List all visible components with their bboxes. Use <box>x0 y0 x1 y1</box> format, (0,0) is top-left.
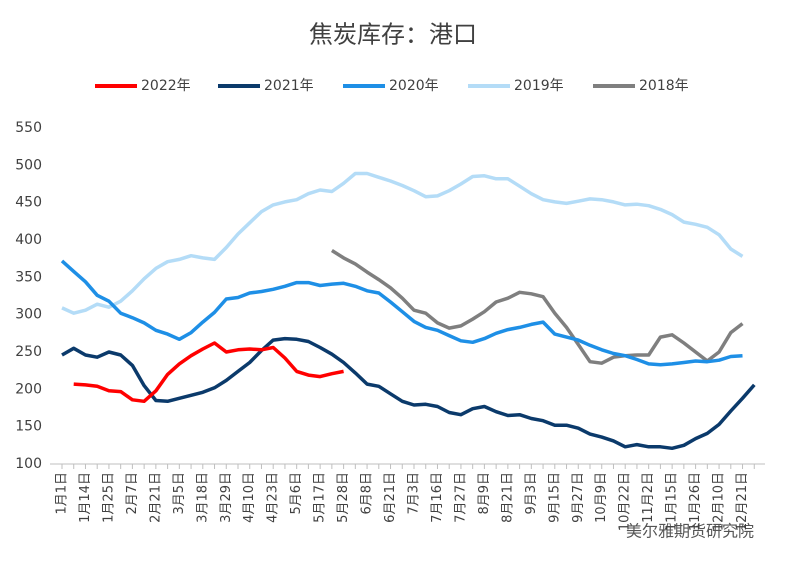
x-tick-label: 1月14日 <box>78 472 93 523</box>
series-line <box>330 249 744 365</box>
x-tick-label: 11月2日 <box>641 472 656 523</box>
x-tick-label: 3月29日 <box>219 472 234 523</box>
series-line <box>60 259 743 367</box>
x-tick-label: 2月21日 <box>148 472 163 523</box>
x-tick-label: 12月10日 <box>712 472 727 531</box>
legend-label: 2021年 <box>264 78 314 94</box>
x-tick-label: 5月28日 <box>336 472 351 523</box>
series-line <box>73 341 344 404</box>
x-tick-label: 7月16日 <box>430 472 445 523</box>
x-tick-label: 6月8日 <box>360 472 375 515</box>
y-tick-label: 250 <box>15 344 42 360</box>
x-tick-label: 6月21日 <box>383 472 398 523</box>
series-line <box>61 171 744 315</box>
y-tick-label: 350 <box>15 269 42 285</box>
y-tick-label: 450 <box>15 195 42 211</box>
x-tick-label: 8月9日 <box>477 472 492 515</box>
chart-title: 焦炭库存：港口 <box>309 21 477 49</box>
legend-label: 2018年 <box>639 78 689 94</box>
x-tick-label: 4月23日 <box>266 472 281 523</box>
y-tick-label: 150 <box>15 419 42 435</box>
watermark: 美尔雅期货研究院 <box>626 522 754 541</box>
y-tick-label: 500 <box>15 157 42 173</box>
x-tick-label: 4月10日 <box>242 472 257 523</box>
x-tick-label: 10月22日 <box>618 472 633 531</box>
series-line <box>61 336 756 451</box>
x-tick-label: 8月21日 <box>500 472 515 523</box>
x-tick-label: 7月27日 <box>453 472 468 523</box>
y-tick-label: 400 <box>15 232 42 248</box>
y-tick-label: 550 <box>15 120 42 136</box>
legend-label: 2019年 <box>514 78 564 94</box>
x-tick-label: 1月25日 <box>101 472 116 523</box>
x-tick-label: 2月7日 <box>125 472 140 515</box>
x-tick-label: 9月27日 <box>571 472 586 523</box>
y-tick-label: 200 <box>15 381 42 397</box>
x-tick-label: 5月6日 <box>289 472 304 515</box>
x-tick-label: 1月1日 <box>55 472 70 515</box>
x-tick-label: 11月15日 <box>665 472 680 531</box>
x-tick-label: 3月18日 <box>195 472 210 523</box>
x-tick-label: 5月17日 <box>313 472 328 523</box>
y-tick-label: 100 <box>15 456 42 472</box>
y-tick-label: 300 <box>15 307 42 323</box>
x-tick-label: 7月3日 <box>407 472 422 515</box>
x-tick-label: 9月15日 <box>547 472 562 523</box>
x-tick-label: 10月9日 <box>594 472 609 523</box>
x-tick-label: 9月3日 <box>524 472 539 515</box>
x-tick-label: 12月21日 <box>735 472 750 531</box>
legend-label: 2022年 <box>141 78 191 94</box>
x-tick-label: 3月5日 <box>172 472 187 515</box>
x-tick-label: 11月26日 <box>688 472 703 531</box>
legend-label: 2020年 <box>389 78 439 94</box>
